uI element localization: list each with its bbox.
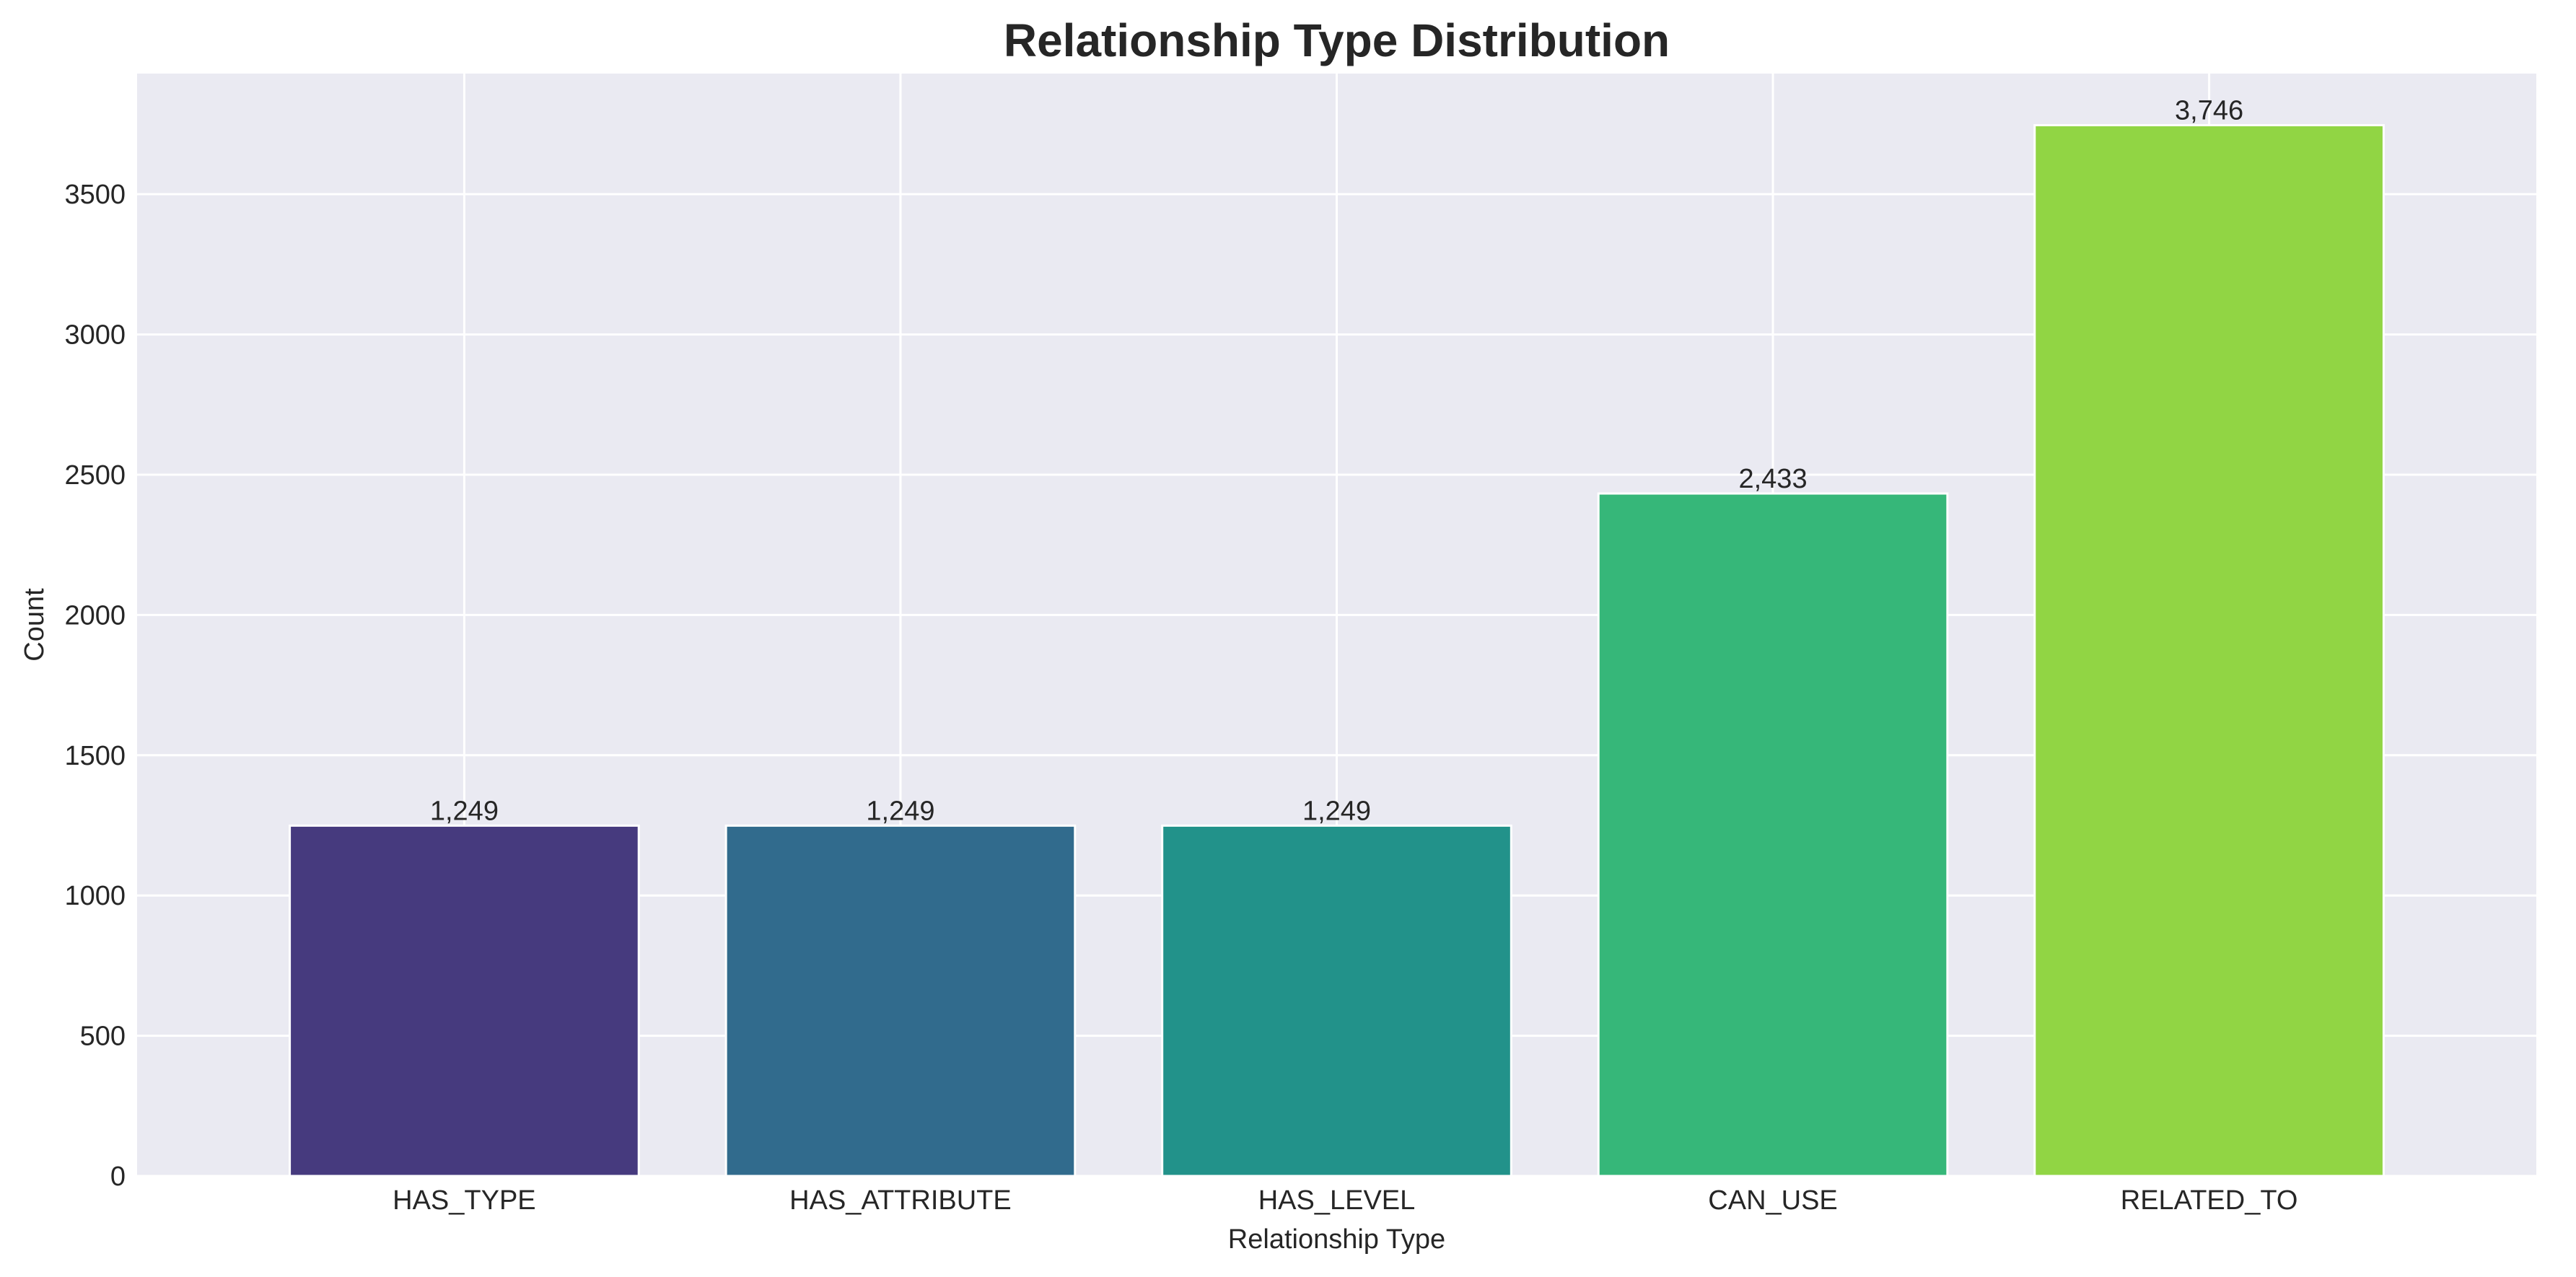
bar-has-attribute — [724, 824, 1077, 1177]
y-axis-label: Count — [19, 588, 50, 662]
x-axis-label: Relationship Type — [1228, 1224, 1445, 1255]
y-axis-ticks: 0 500 1000 1500 2000 2500 3000 3500 — [64, 180, 126, 1192]
chart-title: Relationship Type Distribution — [1004, 14, 1670, 66]
data-labels: 1,249 1,249 1,249 2,433 3,746 — [430, 96, 2243, 827]
bar-related-to — [2033, 124, 2385, 1177]
x-tick-label: HAS_ATTRIBUTE — [789, 1185, 1012, 1216]
data-label: 3,746 — [2175, 96, 2243, 126]
y-tick-label: 0 — [110, 1162, 126, 1192]
y-tick-label: 3000 — [64, 320, 126, 351]
data-label: 2,433 — [1738, 464, 1807, 494]
bar-has-level — [1161, 824, 1512, 1177]
x-axis-ticks: HAS_TYPE HAS_ATTRIBUTE HAS_LEVEL CAN_USE REL… — [393, 1185, 2297, 1216]
data-label: 1,249 — [430, 796, 499, 826]
x-tick-label: CAN_USE — [1708, 1185, 1838, 1216]
data-label: 1,249 — [866, 796, 934, 826]
x-tick-label: HAS_LEVEL — [1258, 1185, 1416, 1216]
y-tick-label: 2500 — [64, 460, 126, 491]
x-tick-label: HAS_TYPE — [393, 1185, 536, 1216]
y-tick-label: 500 — [80, 1022, 126, 1052]
bar-has-type — [289, 824, 640, 1177]
bars — [289, 124, 2385, 1177]
data-label: 1,249 — [1302, 796, 1371, 826]
x-tick-label: RELATED_TO — [2121, 1185, 2298, 1216]
y-tick-label: 1000 — [64, 881, 126, 911]
bar-can-use — [1597, 492, 1949, 1177]
y-tick-label: 2000 — [64, 600, 126, 631]
y-tick-label: 1500 — [64, 741, 126, 771]
y-tick-label: 3500 — [64, 180, 126, 210]
